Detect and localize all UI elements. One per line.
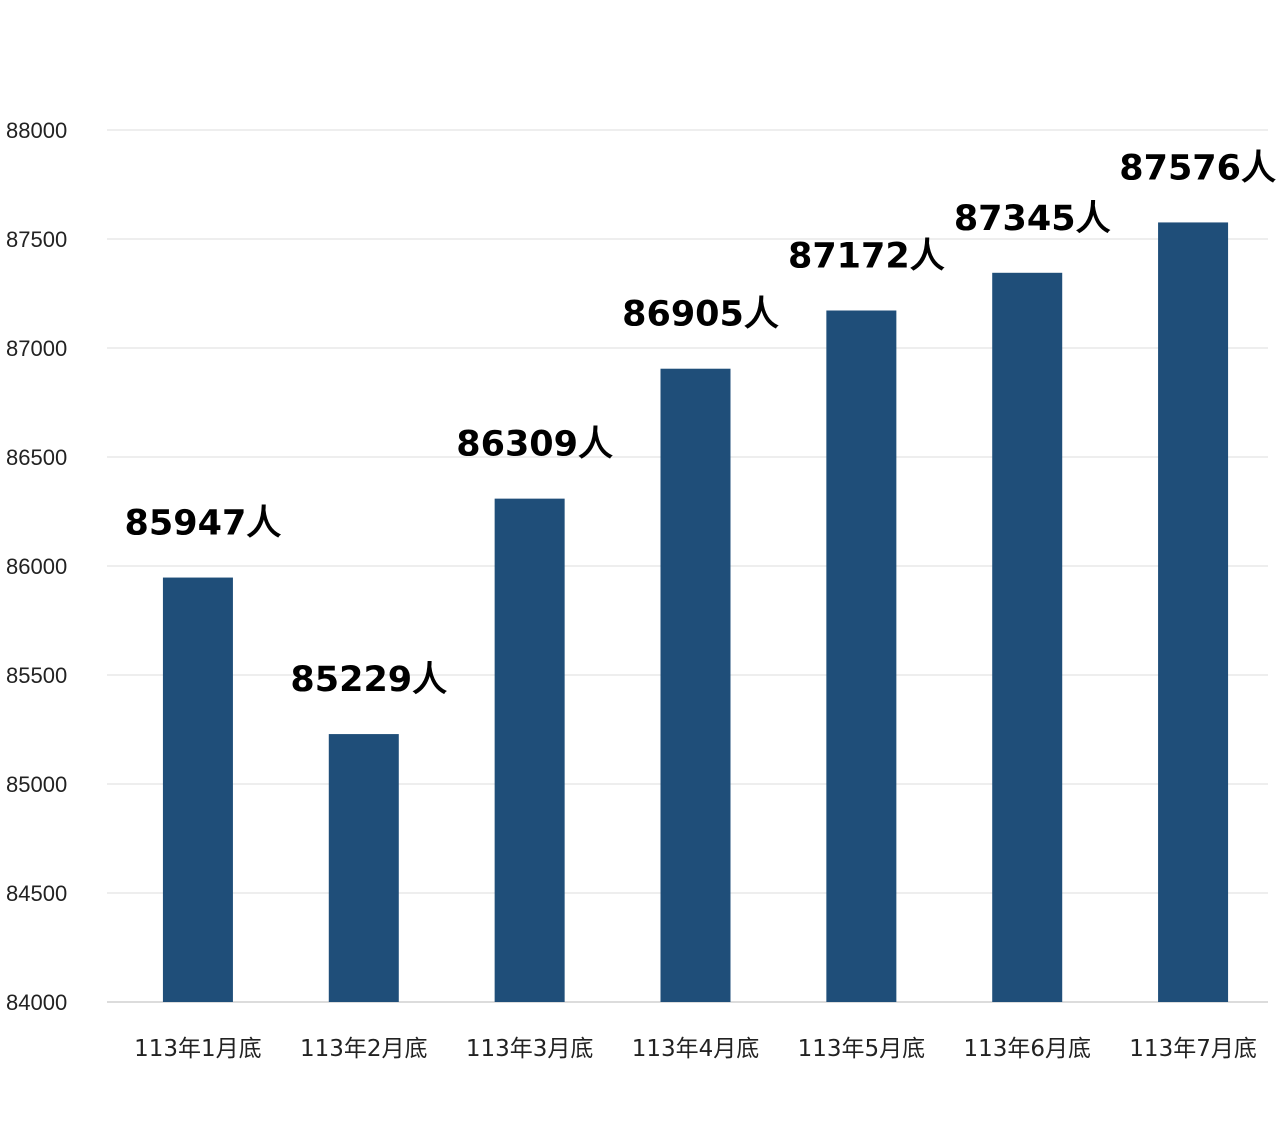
data-label: 87172人 [788, 237, 945, 277]
y-axis-ticks: 84000 84500 85000 85500 86000 86500 87000 87500… [6, 118, 67, 1015]
x-tick-label: 113年4月底 [632, 1036, 760, 1062]
data-label: 86309人 [456, 425, 613, 465]
bar [992, 272, 1063, 1002]
bar [494, 498, 565, 1002]
x-tick-label: 113年7月底 [1129, 1036, 1257, 1062]
data-label: 87576人 [1119, 148, 1276, 188]
bar [660, 368, 731, 1003]
y-tick-label: 84500 [6, 881, 67, 906]
x-tick-label: 113年2月底 [300, 1036, 428, 1062]
data-label: 85229人 [290, 660, 447, 700]
y-tick-label: 85500 [6, 663, 67, 688]
x-tick-label: 113年5月底 [798, 1036, 926, 1062]
bar [328, 734, 399, 1002]
bar [1158, 222, 1229, 1002]
y-tick-label: 86000 [6, 554, 67, 579]
x-tick-label: 113年1月底 [134, 1036, 262, 1062]
data-label: 85947人 [125, 504, 282, 544]
y-tick-label: 87000 [6, 336, 67, 361]
data-label: 86905人 [622, 295, 779, 335]
x-tick-label: 113年6月底 [963, 1036, 1091, 1062]
data-labels: 85947人 85229人 86309人 86905人87172人87345人8757… [125, 148, 1276, 700]
x-tick-label: 113年3月底 [466, 1036, 594, 1062]
y-tick-label: 84000 [6, 990, 67, 1015]
y-tick-label: 85000 [6, 772, 67, 797]
bar [162, 577, 233, 1002]
x-axis-ticks: 113年1月底 113年2月底 113年3月底 113年4月底 113年5月底 113年6… [134, 1036, 1257, 1062]
y-tick-label: 87500 [6, 227, 67, 252]
bar [826, 310, 897, 1002]
data-label: 87345人 [954, 199, 1111, 239]
bars [162, 222, 1229, 1003]
y-tick-label: 88000 [6, 118, 67, 143]
y-tick-label: 86500 [6, 445, 67, 470]
